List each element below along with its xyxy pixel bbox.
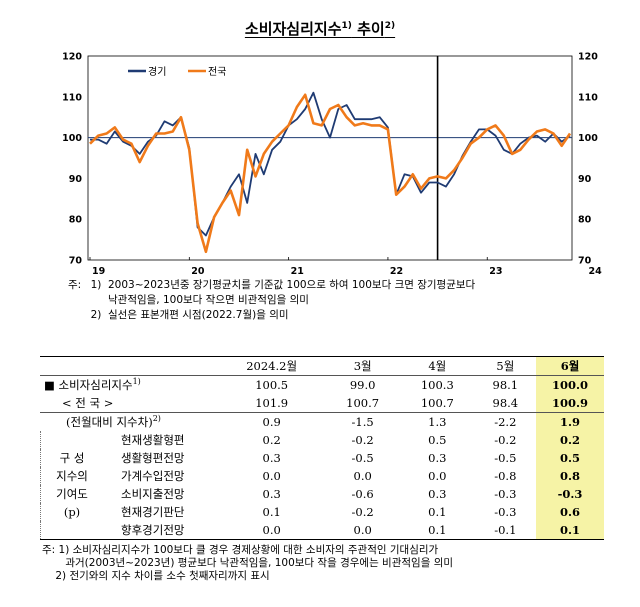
line-chart: 70 80 90 100 110 120 70 80 90 100 110 120 19 20 21 22… [62, 52, 603, 276]
legend: 경기 전국 [128, 65, 226, 78]
x-tick-label: 21 [291, 266, 304, 275]
x-tick-label: 19 [92, 266, 105, 275]
chart-notes: 주: 1) 2003~2023년중 장기평균치를 기준값 100으로 하여 100보… [68, 279, 476, 321]
series-line-national [89, 93, 572, 254]
y-tick-label-right: 110 [578, 92, 598, 103]
table-row: < 전 국 > 101.9 100.7 100.7 98.4 100.9 [40, 394, 604, 413]
y-tick-label-right: 100 [578, 133, 598, 144]
y-tick-label-left: 100 [62, 133, 82, 144]
legend-label-national: 전국 [208, 66, 226, 78]
x-tick-label: 22 [390, 266, 403, 275]
y-tick-label-left: 120 [62, 52, 82, 63]
col-header-highlight: 6월 [536, 356, 604, 376]
series-line-gyeonggi [90, 91, 571, 237]
table-row: 향후경기전망 0.0 0.0 0.1 -0.1 0.1 [40, 521, 604, 540]
col-header: 5월 [474, 356, 536, 376]
y-tick-label-right: 90 [578, 174, 592, 185]
y-tick-label-right: 80 [578, 215, 592, 226]
index-table: 2024.2월 3월 4월 5월 6월 ■ 소비자심리지수1) 100.5 99… [40, 356, 604, 540]
y-tick-label-left: 110 [62, 92, 82, 103]
table-row: 기여도 소비지출전망 0.3 -0.6 0.3 -0.3 -0.3 [40, 485, 604, 503]
legend-label-gyeonggi: 경기 [148, 65, 166, 78]
chart-title: 소비자심리지수1) 추이2) [244, 20, 396, 38]
table-row: (p) 현재경기판단 0.1 -0.2 0.1 -0.3 0.6 [40, 503, 604, 521]
x-tick-label: 20 [191, 266, 205, 275]
y-axis-left: 70 80 90 100 110 120 [62, 52, 82, 267]
table-row: ■ 소비자심리지수1) 100.5 99.0 100.3 98.1 100.0 [40, 375, 604, 394]
x-tick-label: 23 [489, 266, 502, 275]
table-row: 현재생활형편 0.2 -0.2 0.5 -0.2 0.2 [40, 431, 604, 449]
table-notes: 주: 1) 소비자심리지수가 100보다 클 경우 경제상황에 대한 소비자의 … [42, 544, 454, 582]
y-tick-label-right: 120 [578, 52, 598, 63]
y-tick-label-left: 70 [69, 256, 83, 267]
y-axis-right: 70 80 90 100 110 120 [578, 52, 598, 267]
table-row: 지수의 가계수입전망 0.0 0.0 0.0 -0.8 0.8 [40, 467, 604, 485]
table-row: 구 성 생활형편전망 0.3 -0.5 0.3 -0.5 0.5 [40, 449, 604, 467]
plot-frame [87, 55, 573, 261]
y-tick-label-right: 70 [578, 256, 592, 267]
col-header: 3월 [325, 356, 400, 376]
y-tick-label-left: 80 [69, 215, 83, 226]
table-row: (전월대비 지수차)2) 0.9 -1.5 1.3 -2.2 1.9 [40, 412, 604, 431]
table-header-row: 2024.2월 3월 4월 5월 6월 [40, 356, 604, 376]
y-tick-label-left: 90 [69, 174, 83, 185]
x-tick-label: 24 [589, 266, 603, 275]
x-axis: 19 20 21 22 23 24 [89, 257, 603, 275]
col-header: 4월 [399, 356, 475, 376]
col-header: 2024.2월 [218, 356, 326, 376]
